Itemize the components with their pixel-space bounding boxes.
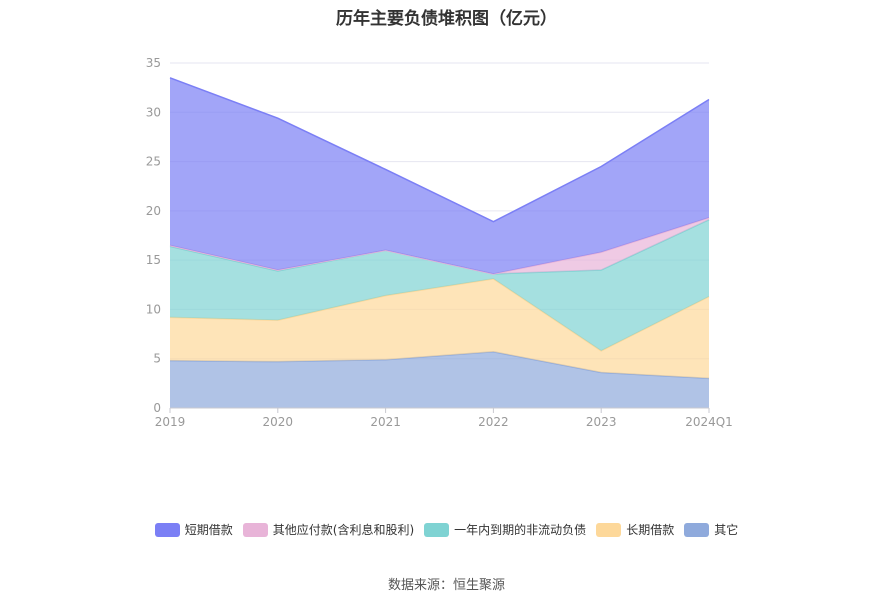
y-tick-label: 25	[146, 155, 161, 169]
source-note: 数据来源：恒生聚源	[387, 578, 505, 593]
y-tick-label: 30	[146, 105, 161, 119]
legend: 短期借款 其他应付款(含利息和股利) 一年内到期的非流动负债 长期借款 其它	[0, 521, 893, 538]
legend-swatch	[242, 522, 268, 537]
y-tick-label: 10	[146, 302, 161, 316]
legend-label: 其他应付款(含利息和股利)	[272, 523, 415, 537]
legend-swatch	[154, 522, 180, 537]
legend-label: 其它	[714, 523, 739, 537]
area-series-0	[170, 351, 709, 408]
legend-swatch	[684, 522, 710, 537]
legend-item[interactable]: 一年内到期的非流动负债	[424, 521, 586, 538]
area-series-4	[170, 77, 709, 274]
y-tick-label: 35	[146, 56, 161, 70]
legend-label: 短期借款	[184, 523, 233, 537]
chart-title: 历年主要负债堆积图（亿元）	[336, 9, 557, 29]
x-tick-label: 2020	[263, 415, 294, 429]
area-series	[169, 77, 710, 408]
series-line-4	[169, 77, 710, 223]
legend-swatch	[596, 522, 622, 537]
x-tick-label: 2021	[370, 415, 401, 429]
x-tick-label: 2019	[155, 415, 186, 429]
legend-label: 一年内到期的非流动负债	[454, 523, 587, 537]
legend-swatch	[424, 522, 450, 537]
legend-item[interactable]: 长期借款	[596, 521, 674, 538]
x-tick-label: 2024Q1	[685, 415, 733, 429]
y-tick-label: 20	[146, 204, 161, 218]
legend-item[interactable]: 短期借款	[154, 521, 233, 538]
y-tick-label: 5	[153, 352, 161, 366]
x-tick-label: 2022	[478, 415, 509, 429]
y-tick-label: 15	[146, 253, 161, 267]
x-tick-label: 2023	[586, 415, 617, 429]
axes: 0 5 10 15 20 25 30 35 2019 2020 2021 2022 2023 2024Q1	[146, 56, 733, 429]
area-series-3	[170, 217, 709, 274]
legend-item[interactable]: 其他应付款(含利息和股利)	[242, 521, 415, 538]
area-series-1	[170, 278, 709, 379]
legend-label: 长期借款	[626, 523, 675, 537]
y-tick-label: 0	[153, 401, 161, 415]
legend-item[interactable]: 其它	[684, 521, 738, 538]
area-series-2	[170, 219, 709, 351]
